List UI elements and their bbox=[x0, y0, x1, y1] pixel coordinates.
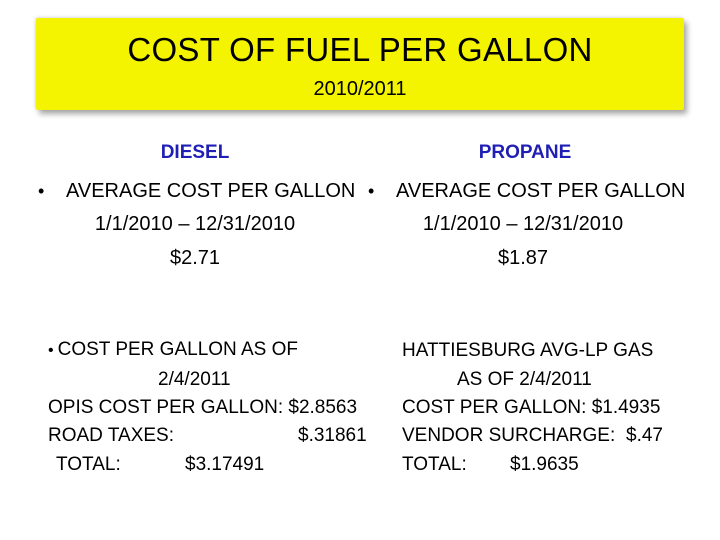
diesel-current-label: COST PER GALLON AS OF bbox=[57, 339, 298, 360]
propane-average-price: $1.87 bbox=[497, 247, 549, 269]
diesel-current-label-line: • COST PER GALLON AS OF bbox=[48, 337, 298, 363]
propane-total-value: $1.9635 bbox=[510, 454, 579, 475]
diesel-total-value: $3.17491 bbox=[185, 454, 265, 475]
propane-average-period: 1/1/2010 – 12/31/2010 bbox=[422, 213, 624, 235]
diesel-average-price: $2.71 bbox=[169, 247, 221, 269]
diesel-heading: DIESEL bbox=[160, 142, 230, 163]
propane-average-label: AVERAGE COST PER GALLON bbox=[396, 180, 686, 202]
diesel-average-item: • AVERAGE COST PER GALLON bbox=[38, 178, 355, 204]
propane-surcharge-value: $.47 bbox=[626, 425, 663, 446]
propane-current-date: AS OF 2/4/2011 bbox=[457, 369, 592, 390]
propane-total-label: TOTAL: bbox=[402, 454, 467, 475]
bullet-icon: • bbox=[38, 181, 45, 201]
page-subtitle: 2010/2011 bbox=[313, 78, 407, 100]
title-banner: COST OF FUEL PER GALLON 2010/2011 bbox=[36, 18, 684, 110]
diesel-road-taxes-label: ROAD TAXES: bbox=[48, 425, 174, 446]
diesel-road-taxes-value: $.31861 bbox=[298, 425, 367, 446]
diesel-total-label: TOTAL: bbox=[56, 454, 121, 475]
propane-heading: PROPANE bbox=[478, 142, 572, 163]
propane-cost-line: COST PER GALLON: $1.4935 bbox=[402, 397, 661, 418]
diesel-opis-line: OPIS COST PER GALLON: $2.8563 bbox=[48, 397, 358, 418]
diesel-average-label: AVERAGE COST PER GALLON bbox=[66, 180, 356, 202]
bullet-icon: • bbox=[48, 342, 54, 359]
bullet-icon: • bbox=[368, 181, 375, 201]
page-title: COST OF FUEL PER GALLON bbox=[127, 31, 593, 68]
propane-surcharge-label: VENDOR SURCHARGE: bbox=[402, 425, 616, 446]
propane-source-line: HATTIESBURG AVG-LP GAS bbox=[402, 340, 654, 361]
propane-average-item: • AVERAGE COST PER GALLON bbox=[368, 178, 685, 204]
diesel-current-date: 2/4/2011 bbox=[158, 369, 231, 390]
diesel-average-period: 1/1/2010 – 12/31/2010 bbox=[94, 213, 296, 235]
